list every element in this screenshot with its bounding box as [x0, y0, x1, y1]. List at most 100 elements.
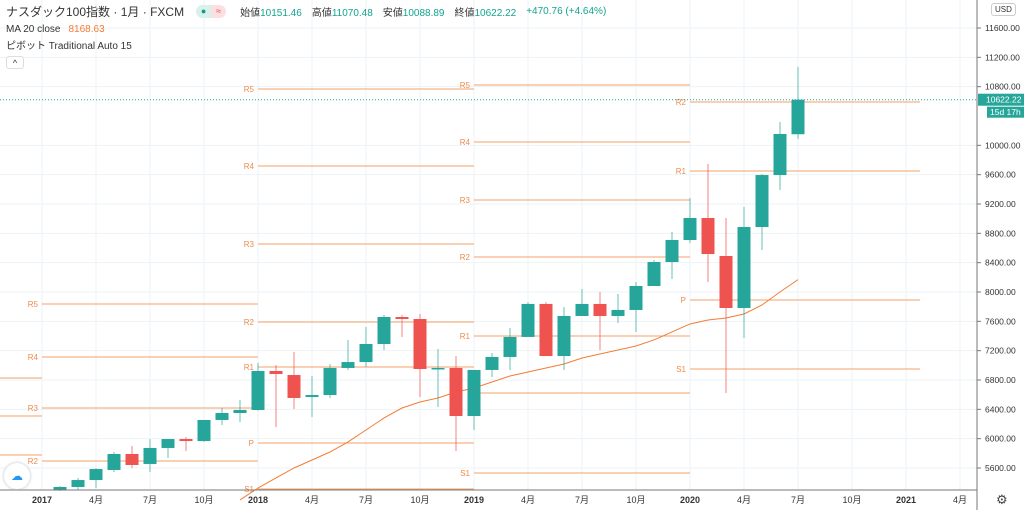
pivot-label: R2: [28, 457, 39, 466]
price-axis-label: 9600.00: [985, 170, 1016, 180]
time-axis-label: 4月: [521, 495, 535, 505]
pivot-label: R3: [244, 240, 255, 249]
ma20-line: [239, 279, 799, 501]
candle-up: [647, 262, 661, 286]
price-axis-label: 10800.00: [985, 82, 1021, 92]
pivot-label: R1: [244, 363, 255, 372]
candle-up: [575, 303, 589, 316]
pivot-label: R1: [460, 332, 471, 341]
candle-down: [179, 439, 193, 442]
pivot-label: P: [249, 439, 254, 448]
candle-up: [629, 285, 643, 310]
price-axis-label: 8800.00: [985, 228, 1016, 238]
pivot-label: S1: [244, 485, 254, 494]
price-axis-label: 6000.00: [985, 434, 1016, 444]
candle-up: [161, 439, 175, 448]
low-value: 安値10088.89: [382, 7, 445, 19]
candle-down: [701, 218, 715, 255]
price-axis-label: 6800.00: [985, 375, 1016, 385]
time-axis-label: 7月: [791, 495, 805, 505]
countdown-marker: [987, 106, 1024, 118]
candle-up: [521, 303, 535, 337]
candle-up: [143, 447, 157, 464]
candle-up: [305, 395, 319, 398]
pivot-label: R1: [676, 167, 687, 176]
candle-up: [737, 227, 751, 308]
candle-up: [665, 240, 679, 263]
candle-down: [593, 303, 607, 316]
pivot-indicator-legend[interactable]: ピボット Traditional Auto 15: [6, 41, 132, 52]
time-axis-label: 10月: [410, 495, 429, 505]
pivot-label: R5: [244, 85, 255, 94]
pivot-label: R2: [676, 98, 687, 107]
pivot-label: R5: [28, 300, 39, 309]
ma-indicator-legend[interactable]: MA 20 close 8168.63: [6, 24, 105, 35]
candle-up: [611, 309, 625, 316]
time-axis-label: 7月: [359, 495, 373, 505]
change-value: +470.76 (+4.64%): [526, 5, 607, 17]
candle-down: [269, 370, 283, 374]
candle-up: [53, 486, 67, 490]
candle-up: [89, 469, 103, 481]
candle-up: [341, 362, 355, 368]
candle-up: [323, 367, 337, 396]
candle-up: [107, 453, 121, 470]
market-status-badge[interactable]: ● ≈: [196, 4, 227, 18]
candle-up: [215, 413, 229, 420]
symbol-title[interactable]: ナスダック100指数 · 1月 · FXCM: [6, 4, 185, 19]
time-axis-label: 4月: [737, 495, 751, 505]
pivot-label: R4: [244, 162, 255, 171]
time-axis-label: 2018: [248, 495, 268, 505]
collapse-legend-button[interactable]: ^: [6, 56, 24, 69]
candle-up: [683, 218, 697, 241]
pivot-label: P: [681, 296, 686, 305]
high-value: 高値11070.48: [311, 7, 373, 19]
price-axis-label: 5600.00: [985, 463, 1016, 473]
candle-down: [287, 375, 301, 398]
time-axis-label: 10月: [842, 495, 861, 505]
time-axis-label: 7月: [143, 495, 157, 505]
countdown-label: 15d 17h: [990, 107, 1021, 117]
candle-up: [791, 99, 805, 135]
time-axis-label: 4月: [953, 495, 967, 505]
candle-up: [467, 369, 481, 417]
candle-up: [503, 336, 517, 357]
candle-down: [125, 453, 139, 465]
data-delay-icon: ≈: [211, 4, 227, 18]
price-axis-label: 10000.00: [985, 140, 1021, 150]
time-axis-label: 2021: [896, 495, 916, 505]
price-axis-label: 8400.00: [985, 258, 1016, 268]
time-axis-label: 2017: [32, 495, 52, 505]
candle-down: [539, 303, 553, 357]
price-axis-label: 7600.00: [985, 316, 1016, 326]
candle-down: [449, 367, 463, 417]
pivot-label: R2: [460, 253, 471, 262]
currency-label[interactable]: USD: [991, 3, 1016, 16]
time-axis-label: 7月: [575, 495, 589, 505]
price-axis-label: 8000.00: [985, 287, 1016, 297]
time-axis-label: 10月: [194, 495, 213, 505]
candle-up: [251, 370, 265, 410]
pivot-label: S1: [676, 365, 686, 374]
candle-up: [197, 419, 211, 442]
market-open-dot-icon: ●: [196, 4, 212, 18]
candle-up: [557, 315, 571, 357]
time-axis-label: 2019: [464, 495, 484, 505]
candle-up: [773, 133, 787, 176]
settings-gear-icon[interactable]: ⚙: [996, 492, 1008, 507]
time-axis-label: 4月: [305, 495, 319, 505]
price-axis-label: 9200.00: [985, 199, 1016, 209]
candle-up: [233, 409, 247, 413]
chart-legend: ナスダック100指数 · 1月 · FXCM ● ≈ 始値10151.46 高値1…: [6, 3, 606, 69]
tradingview-logo-icon[interactable]: ☁: [4, 463, 30, 489]
price-axis-label: 11200.00: [985, 52, 1020, 62]
candle-down: [719, 255, 733, 308]
candle-down: [395, 317, 409, 319]
pivot-label: S1: [460, 469, 470, 478]
pivot-label: R4: [460, 138, 471, 147]
time-axis-label: 4月: [89, 495, 103, 505]
close-value: 終値10622.22: [454, 7, 517, 19]
candle-up: [485, 356, 499, 370]
pivot-label: R5: [460, 81, 471, 90]
